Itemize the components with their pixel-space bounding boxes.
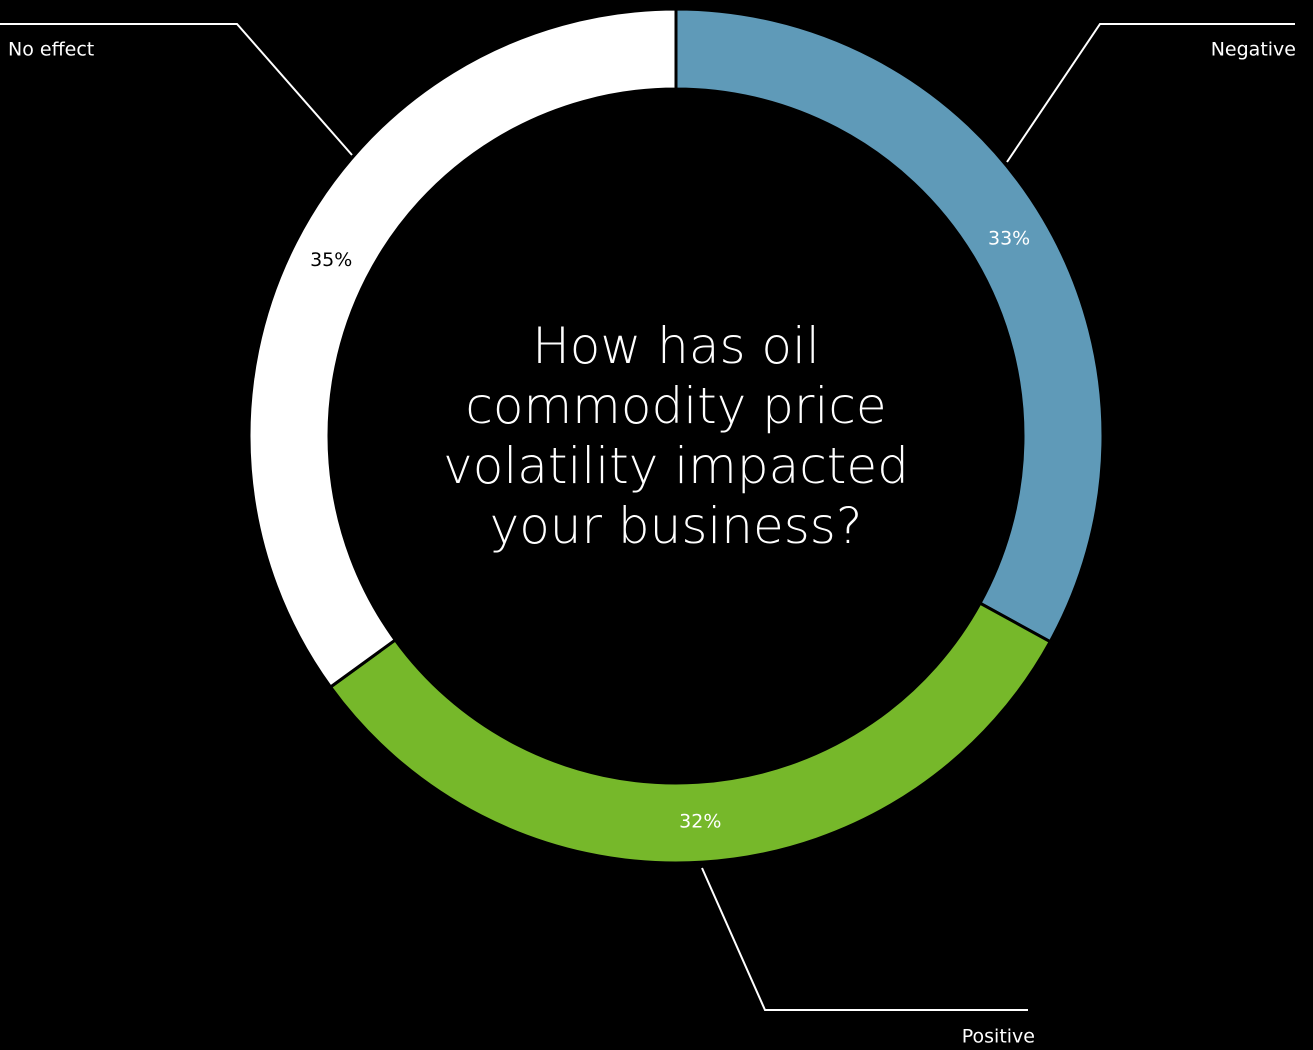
leader-line <box>0 23 353 156</box>
value-label: 35% <box>310 249 352 271</box>
category-label: Positive <box>962 1026 1035 1048</box>
leader-line <box>1006 23 1295 163</box>
donut-segment <box>674 7 1105 644</box>
category-label: No effect <box>8 39 94 61</box>
value-label: 33% <box>988 228 1030 250</box>
donut-segment <box>328 601 1053 865</box>
chart-title: How has oil commodity price volatility i… <box>443 317 909 555</box>
value-label: 32% <box>679 811 721 833</box>
donut-segment <box>247 7 678 690</box>
category-label: Negative <box>1211 39 1296 61</box>
leader-line <box>701 867 1028 1011</box>
